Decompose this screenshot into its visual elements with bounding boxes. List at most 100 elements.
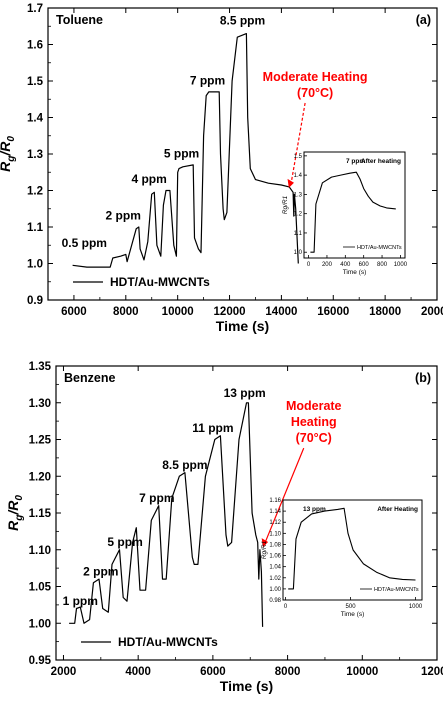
x-tick-label: 10000 [162, 306, 194, 318]
x-tick-label: 2000 [51, 666, 77, 678]
inset-y-tick-label: 1.00 [269, 587, 281, 593]
x-tick-label: 8000 [275, 666, 301, 678]
inset-x-tick-label: 1000 [409, 604, 423, 610]
x-tick-label: 6000 [200, 666, 226, 678]
x-tick-label: 16000 [317, 306, 349, 318]
heating-arrowhead [261, 538, 269, 548]
heating-arrow [264, 447, 305, 543]
inset-response-line [288, 507, 416, 590]
x-tick-label: 12000 [214, 306, 246, 318]
y-tick-label: 1.35 [29, 361, 52, 373]
panel-tag: (a) [416, 13, 431, 27]
concentration-label: 2 ppm [83, 564, 118, 578]
inset-x-tick-label: 200 [322, 262, 333, 268]
inset-y-tick-label: 1.14 [269, 509, 281, 515]
legend-label: HDT/Au-MWCNTs [110, 275, 210, 289]
concentration-label: 8.5 ppm [162, 458, 207, 472]
concentration-label: 13 ppm [224, 386, 266, 400]
chart-panel-a: 600080001000012000140001600018000200000.… [0, 3, 443, 334]
inset-x-tick-label: 800 [377, 262, 388, 268]
inset-note: After Heating [377, 506, 418, 513]
y-tick-label: 1.1 [27, 222, 44, 234]
inset-y-axis-label: Rg/R1 [282, 195, 289, 214]
inset-y-tick-label: 1.04 [269, 565, 281, 571]
inset-concentration-label: 13 ppm [303, 506, 326, 513]
inset-y-tick-label: 1.12 [269, 520, 281, 526]
concentration-label: 0.5 ppm [62, 236, 107, 250]
heating-annotation: Moderate Heating [263, 70, 368, 84]
y-tick-label: 0.9 [27, 295, 43, 307]
inset-response-line [310, 171, 396, 253]
inset-legend-label: HDT/Au-MWCNTs [374, 587, 419, 593]
inset-concentration-label: 7 ppm [346, 158, 365, 165]
inset-y-tick-label: 0.98 [269, 598, 281, 604]
x-tick-label: 10000 [346, 666, 378, 678]
inset-y-tick-label: 1.4 [294, 173, 303, 179]
y-tick-label: 1.7 [27, 3, 43, 15]
concentration-label: 4 ppm [131, 172, 166, 186]
inset-y-tick-label: 1.10 [269, 531, 281, 537]
inset-y-tick-label: 1.1 [294, 231, 303, 237]
inset-plot: 0 500 1000 0.98 1.00 1.02 1.04 1.06 1.08 1.10 1.12… [261, 498, 423, 618]
concentration-label: 11 ppm [192, 421, 233, 435]
heating-annotation: Moderate [286, 399, 342, 413]
concentration-label: 7 ppm [139, 491, 174, 505]
heating-arrowhead [287, 178, 294, 188]
inset-y-tick-label: 1.16 [269, 498, 281, 504]
concentration-label: 2 ppm [106, 209, 141, 223]
inset-y-tick-label: 1.06 [269, 554, 281, 560]
inset-y-tick-label: 1.02 [269, 576, 281, 582]
inset-y-tick-label: 1.3 [294, 192, 303, 198]
inset-y-tick-label: 1.0 [294, 250, 303, 256]
y-axis-label: Rg/R0 [5, 495, 25, 531]
x-tick-label: 4000 [125, 666, 151, 678]
y-tick-label: 1.15 [29, 508, 52, 520]
y-tick-label: 1.00 [29, 618, 51, 630]
inset-x-tick-label: 0 [284, 604, 288, 610]
y-tick-label: 0.95 [29, 655, 52, 667]
y-tick-label: 1.4 [27, 113, 44, 125]
x-tick-label: 18000 [369, 306, 401, 318]
inset-note: After heating [361, 158, 401, 165]
inset-legend-label: HDT/Au-MWCNTs [357, 245, 402, 251]
x-axis-label: Time (s) [216, 318, 269, 334]
y-tick-label: 1.20 [29, 471, 51, 483]
inset-x-tick-label: 400 [340, 262, 351, 268]
gas-label: Toluene [56, 13, 103, 27]
response-line [72, 32, 299, 268]
x-tick-label: 6000 [61, 306, 87, 318]
chart-panel-b: 200040006000800010000120000.951.001.051.… [5, 361, 443, 694]
legend-label: HDT/Au-MWCNTs [118, 635, 218, 649]
heating-annotation: Heating [291, 415, 337, 429]
concentration-label: 8.5 ppm [220, 13, 265, 27]
response-line [69, 402, 264, 627]
inset-x-tick-label: 1000 [394, 262, 408, 268]
y-tick-label: 1.10 [29, 545, 51, 557]
x-tick-label: 20000 [421, 306, 443, 318]
y-tick-label: 1.25 [29, 435, 52, 447]
x-axis-label: Time (s) [220, 678, 273, 694]
y-axis-label: Rg/R0 [0, 136, 17, 172]
x-tick-label: 12000 [421, 666, 443, 678]
x-tick-label: 8000 [113, 306, 139, 318]
y-tick-label: 1.05 [29, 582, 52, 594]
y-tick-label: 1.30 [29, 398, 51, 410]
inset-plot: 0 200 400 600 800 1000 1.0 1.1 1.2 1.3 1.4 1.5 Time … [282, 151, 408, 276]
concentration-label: 7 ppm [190, 74, 225, 88]
y-tick-label: 1.3 [27, 149, 43, 161]
concentration-label: 1 ppm [63, 594, 98, 608]
inset-x-axis-label: Time (s) [343, 269, 367, 276]
inset-x-tick-label: 0 [307, 262, 311, 268]
y-tick-label: 1.2 [27, 186, 43, 198]
concentration-label: 5 ppm [164, 147, 199, 161]
inset-x-tick-label: 600 [359, 262, 370, 268]
inset-y-tick-label: 1.08 [269, 542, 281, 548]
inset-y-axis-label: Rg/R1 [261, 540, 268, 559]
heating-annotation: (70°C) [297, 86, 333, 100]
inset-x-tick-label: 500 [346, 604, 357, 610]
y-tick-label: 1.6 [27, 40, 43, 52]
inset-x-axis-label: Time (s) [341, 611, 365, 618]
y-tick-label: 1.5 [27, 76, 44, 88]
inset-y-tick-label: 1.2 [294, 212, 303, 218]
heating-arrow [290, 102, 306, 183]
